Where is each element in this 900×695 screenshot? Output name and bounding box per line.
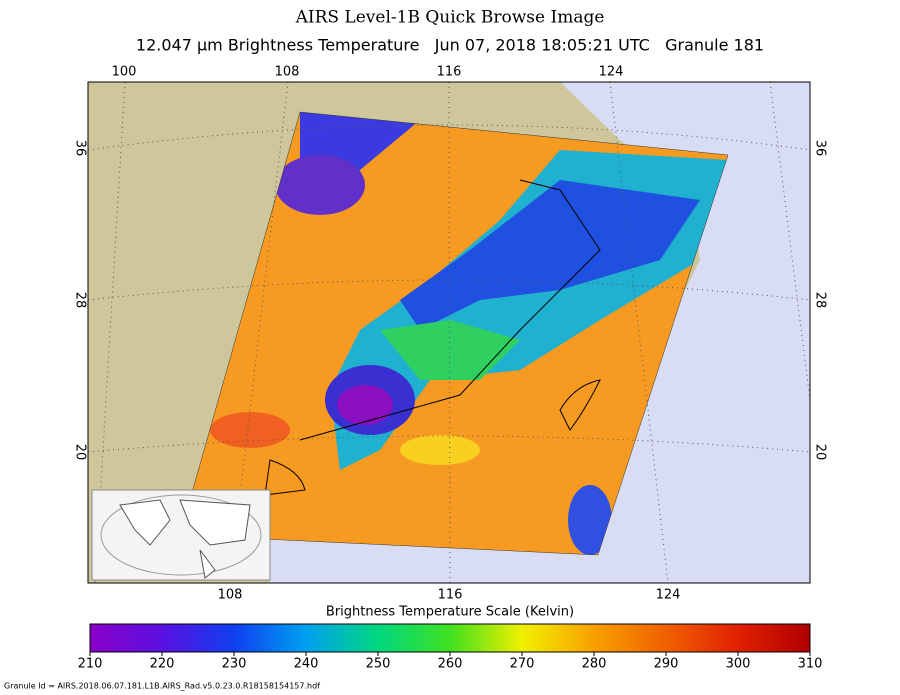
title: AIRS Level-1B Quick Browse Image bbox=[295, 8, 605, 28]
colorbar-tick-label: 310 bbox=[798, 657, 823, 672]
lat-label: 20 bbox=[813, 444, 828, 461]
colorbar-tick-label: 240 bbox=[294, 657, 319, 672]
lon-label: 124 bbox=[599, 65, 624, 80]
colorbar bbox=[89, 623, 811, 653]
lat-label: 28 bbox=[73, 292, 88, 309]
colorbar-tick-label: 300 bbox=[726, 657, 751, 672]
colorbar-title: Brightness Temperature Scale (Kelvin) bbox=[326, 605, 574, 620]
colorbar-tick-label: 260 bbox=[438, 657, 463, 672]
colorbar-tick-label: 270 bbox=[510, 657, 535, 672]
lon-label: 108 bbox=[275, 65, 300, 80]
ocean bbox=[270, 82, 810, 583]
lon-label: 116 bbox=[438, 588, 463, 603]
map bbox=[88, 82, 810, 583]
granule-id: Granule Id = AIRS.2018.06.07.181.L1B.AIR… bbox=[4, 682, 320, 691]
lon-label: 108 bbox=[218, 588, 243, 603]
colorbar-tick-label: 280 bbox=[582, 657, 607, 672]
colorbar-tick-label: 290 bbox=[654, 657, 679, 672]
lat-label: 36 bbox=[73, 140, 88, 157]
lon-label: 124 bbox=[656, 588, 681, 603]
colorbar-tick-label: 220 bbox=[150, 657, 175, 672]
colorbar-tick-label: 210 bbox=[78, 657, 103, 672]
map-labels: 100 108 116 124 108 116 124 36 28 20 36 28 20 bbox=[73, 65, 828, 603]
lat-label: 20 bbox=[73, 444, 88, 461]
map-frame bbox=[87, 81, 811, 584]
subtitle: 12.047 μm Brightness Temperature Jun 07,… bbox=[136, 36, 764, 55]
lat-label: 28 bbox=[813, 292, 828, 309]
colorbar-tick-label: 230 bbox=[222, 657, 247, 672]
lon-label: 116 bbox=[437, 65, 462, 80]
colorbar-tick-label: 250 bbox=[366, 657, 391, 672]
lat-label: 36 bbox=[813, 140, 828, 157]
colorbar-ticks: 210 220 230 240 250 260 270 280 290 300 310 bbox=[78, 652, 823, 672]
lon-label: 100 bbox=[112, 65, 137, 80]
